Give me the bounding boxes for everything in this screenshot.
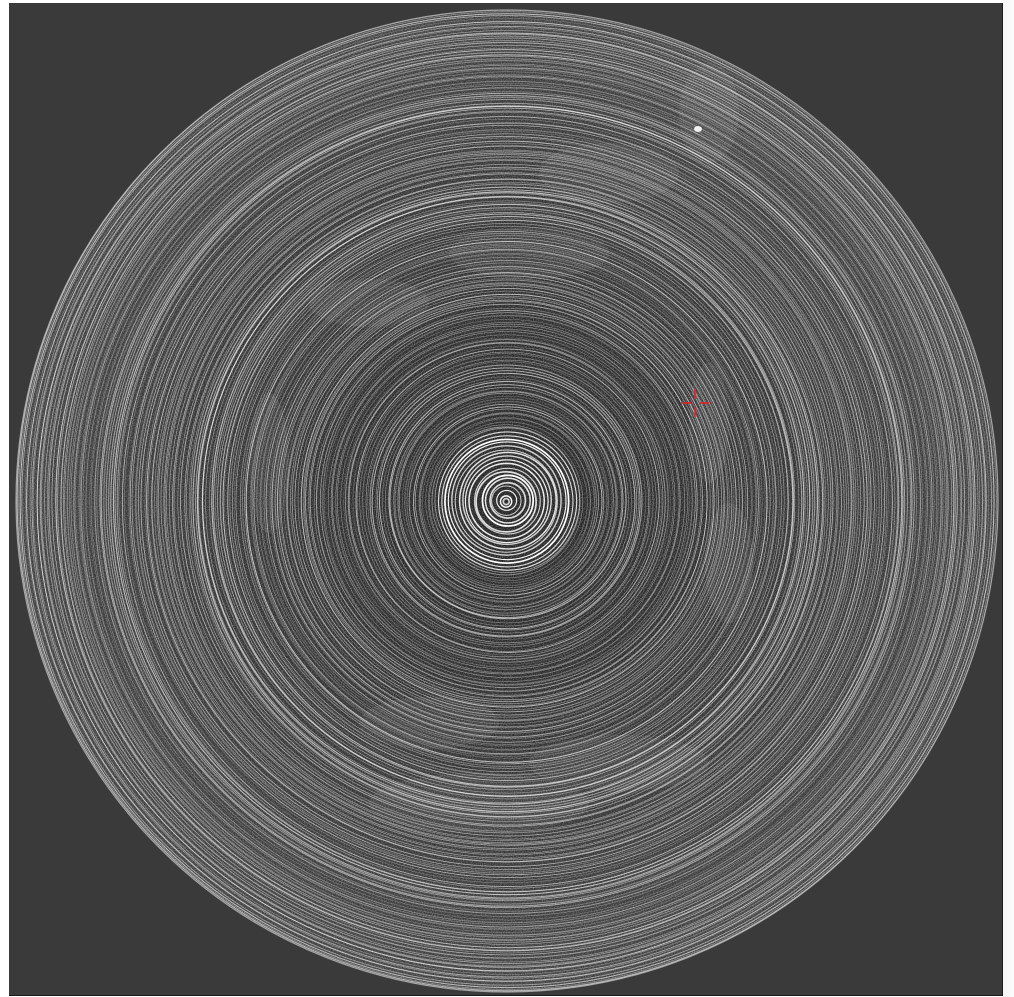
bright-patch (705, 503, 753, 623)
bright-patch (449, 227, 609, 279)
image-viewport[interactable] (9, 3, 1003, 996)
bright-spot (694, 126, 702, 132)
disc-rim (15, 9, 999, 993)
crosshair-icon[interactable] (681, 389, 709, 417)
haze-overlay (16, 10, 998, 992)
right-margin (1003, 0, 1014, 997)
bright-patch (359, 697, 499, 749)
bright-patch (369, 773, 589, 833)
scan-image (15, 9, 999, 993)
bright-patch-layer (249, 63, 753, 833)
bright-patch (679, 63, 739, 163)
bright-patch (249, 393, 289, 533)
bright-patch (529, 735, 709, 791)
bright-patch (539, 143, 679, 203)
bright-patch (309, 279, 429, 327)
bright-patch (689, 363, 729, 483)
left-margin (0, 0, 9, 997)
